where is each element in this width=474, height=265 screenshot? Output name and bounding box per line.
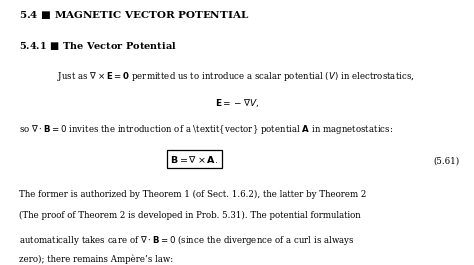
Text: Just as $\nabla \times \mathbf{E} = \mathbf{0}$ permitted us to introduce a scal: Just as $\nabla \times \mathbf{E} = \mat…	[57, 70, 414, 83]
Text: $\mathbf{E} = -\nabla V,$: $\mathbf{E} = -\nabla V,$	[215, 97, 259, 109]
Text: $\mathbf{B} = \nabla \times \mathbf{A}.$: $\mathbf{B} = \nabla \times \mathbf{A}.$	[170, 154, 219, 165]
Text: The former is authorized by Theorem 1 (of Sect. 1.6.2), the latter by Theorem 2: The former is authorized by Theorem 1 (o…	[19, 189, 366, 198]
Text: so $\nabla \cdot \mathbf{B} = 0$ invites the introduction of a \textit{vector} p: so $\nabla \cdot \mathbf{B} = 0$ invites…	[19, 123, 393, 136]
Text: zero); there remains Ampère’s law:: zero); there remains Ampère’s law:	[19, 255, 173, 264]
Text: automatically takes care of $\nabla \cdot \mathbf{B} = 0$ (since the divergence : automatically takes care of $\nabla \cdo…	[19, 233, 355, 247]
Text: 5.4 $\blacksquare$ MAGNETIC VECTOR POTENTIAL: 5.4 $\blacksquare$ MAGNETIC VECTOR POTEN…	[19, 9, 249, 21]
Text: (5.61): (5.61)	[434, 156, 460, 165]
Text: (The proof of Theorem 2 is developed in Prob. 5.31). The potential formulation: (The proof of Theorem 2 is developed in …	[19, 211, 361, 220]
Text: 5.4.1 $\blacksquare$ The Vector Potential: 5.4.1 $\blacksquare$ The Vector Potentia…	[19, 40, 177, 52]
